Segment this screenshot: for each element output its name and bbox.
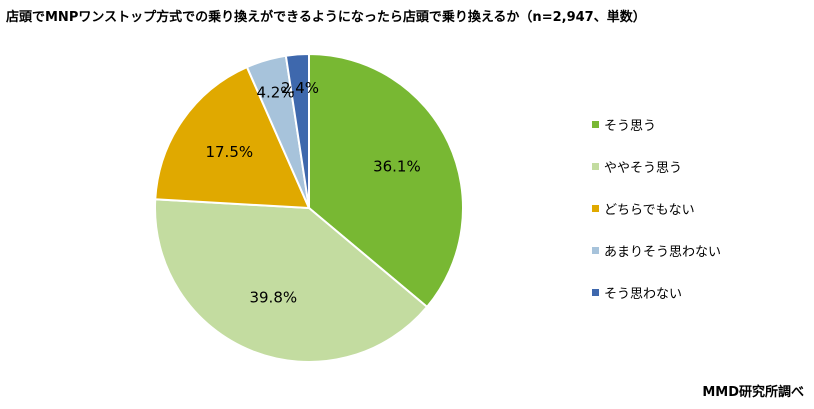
- pie-slice: [284, 52, 310, 209]
- legend-swatch: [592, 120, 599, 128]
- chart-legend: そう思う ややそう思う どちらでもない あまりそう思わない そう思わない: [592, 114, 721, 324]
- pie-data-label: 36.1%: [373, 158, 421, 176]
- pie-slice: [154, 198, 429, 363]
- chart-title: 店頭でMNPワンストップ方式での乗り換えができるようになったら店頭で乗り換えるか…: [6, 10, 646, 25]
- legend-label: ややそう思う: [604, 160, 683, 176]
- pie-data-label: 4.2%: [256, 83, 294, 101]
- pie-data-labels: 36.1% 39.8% 17.5% 4.2%2.4%: [205, 79, 420, 307]
- pie-data-label: 17.5%: [205, 143, 253, 161]
- pie-slice: [154, 65, 311, 210]
- pie-data-label: 2.4%: [281, 79, 319, 97]
- pie-slices: [154, 52, 464, 363]
- pie-slice: [308, 52, 464, 309]
- legend-label: あまりそう思わない: [604, 244, 722, 260]
- legend-item: そう思わない: [592, 282, 721, 302]
- legend-label: そう思う: [604, 118, 657, 134]
- pie-data-label: 39.8%: [249, 289, 297, 307]
- legend-swatch: [592, 204, 599, 212]
- legend-item: ややそう思う: [592, 156, 721, 176]
- legend-swatch: [592, 288, 599, 296]
- legend-label: どちらでもない: [604, 202, 695, 218]
- legend-item: あまりそう思わない: [592, 240, 721, 260]
- legend-item: どちらでもない: [592, 198, 721, 218]
- legend-swatch: [592, 162, 599, 170]
- legend-label: そう思わない: [604, 286, 683, 302]
- source-credit: MMD研究所調べ: [702, 385, 804, 400]
- legend-swatch: [592, 246, 599, 254]
- legend-item: そう思う: [592, 114, 721, 134]
